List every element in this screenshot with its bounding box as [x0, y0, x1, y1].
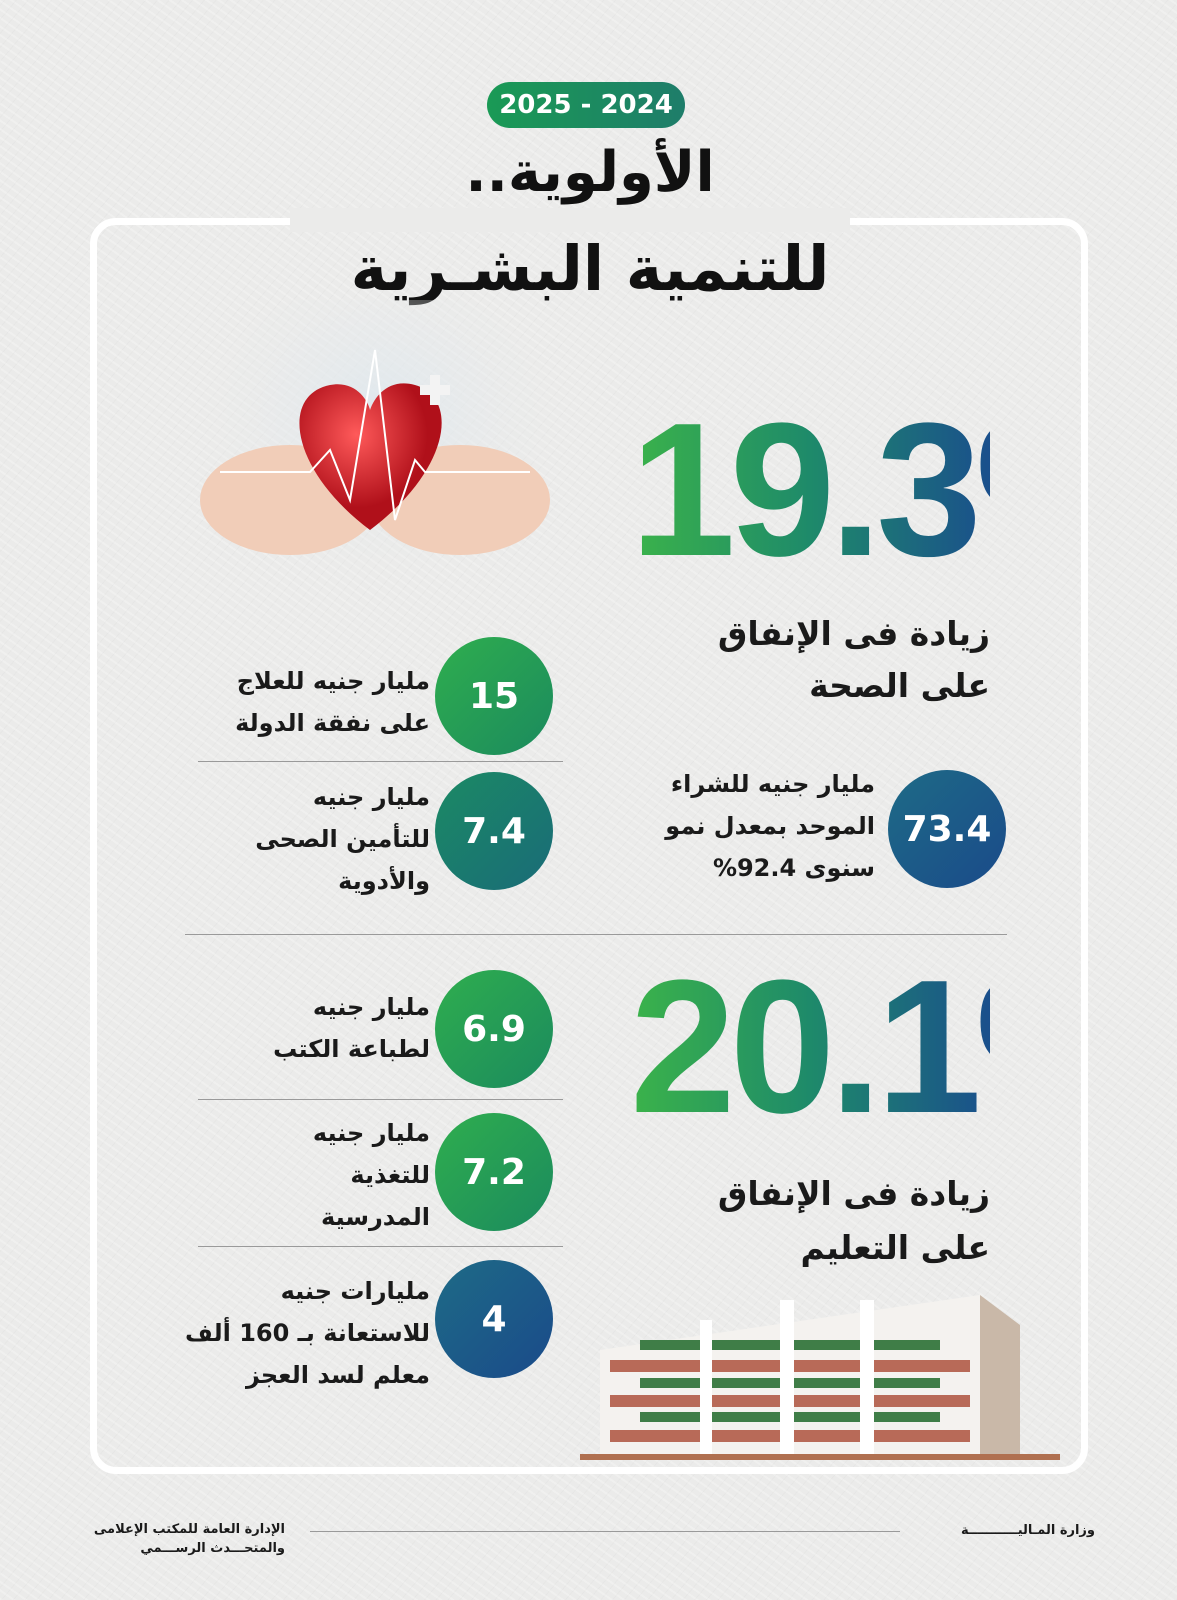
- divider: [198, 761, 563, 762]
- health-caption-2: على الصحة: [809, 666, 990, 705]
- section-divider: [185, 934, 1007, 935]
- item-line: مليارات جنيه: [280, 1277, 430, 1305]
- media-office: الإدارة العامة للمكتب الإعلامى والمتحـــ…: [60, 1520, 285, 1558]
- education-percent: 20.1%: [630, 941, 1145, 1153]
- footer-rule: [310, 1531, 900, 1532]
- item-line: مليار جنيه: [312, 993, 430, 1021]
- health-caption-1: زيادة فى الإنفاق: [717, 614, 990, 653]
- item-line: مليار جنيه للشراء: [670, 770, 875, 798]
- item-line: لطباعة الكتب: [273, 1035, 430, 1063]
- value-circle: 4: [435, 1260, 553, 1378]
- item-line: مليار جنيه: [312, 1119, 430, 1147]
- health-percent: 19.3%: [630, 384, 1145, 596]
- item-line: مليار جنيه: [312, 783, 430, 811]
- title-line2: للتنمية البشـرية: [350, 232, 830, 305]
- value-circle: 7.4: [435, 772, 553, 890]
- item-line: معلم لسد العجز: [245, 1361, 430, 1389]
- item-line: المدرسية: [321, 1203, 430, 1231]
- value-circle: 15: [435, 637, 553, 755]
- item-line: والأدوية: [338, 867, 430, 895]
- value-circle: 73.4: [888, 770, 1006, 888]
- office-line: الإدارة العامة للمكتب الإعلامى: [93, 1522, 285, 1537]
- divider: [198, 1246, 563, 1247]
- item-line: سنوى 92.4%: [712, 854, 875, 882]
- item-text: مليارات جنيه للاستعانة بـ 160 ألف معلم ل…: [180, 1270, 430, 1396]
- year-badge: 2025 - 2024: [487, 82, 685, 128]
- divider: [198, 1099, 563, 1100]
- item-text: مليار جنيه للعلاج على نفقة الدولة: [180, 660, 430, 744]
- value-circle: 6.9: [435, 970, 553, 1088]
- office-line: والمتحـــدث الرســـمي: [140, 1541, 285, 1556]
- ministry-name: وزارة المـاليـــــــــــة: [960, 1523, 1095, 1538]
- title-line1: الأولوية..: [465, 140, 715, 205]
- item-line: للتغذية: [350, 1161, 430, 1189]
- value-circle: 7.2: [435, 1113, 553, 1231]
- heart-hands-image: [190, 300, 570, 620]
- item-line: للتأمين الصحى: [255, 825, 430, 853]
- item-line: الموحد بمعدل نمو: [665, 812, 875, 840]
- frame-gap: [290, 208, 850, 232]
- school-building-image: [580, 1295, 1060, 1460]
- item-text: مليار جنيه للتأمين الصحى والأدوية: [180, 776, 430, 902]
- education-caption-2: على التعليم: [800, 1228, 990, 1267]
- item-line: مليار جنيه للعلاج: [236, 667, 430, 695]
- item-line: للاستعانة بـ 160 ألف: [185, 1319, 430, 1347]
- education-caption-1: زيادة فى الإنفاق: [717, 1174, 990, 1213]
- item-text: مليار جنيه للتغذية المدرسية: [180, 1112, 430, 1238]
- item-text: مليار جنيه للشراء الموحد بمعدل نمو سنوى …: [600, 763, 875, 889]
- item-line: على نفقة الدولة: [235, 709, 430, 737]
- item-text: مليار جنيه لطباعة الكتب: [180, 986, 430, 1070]
